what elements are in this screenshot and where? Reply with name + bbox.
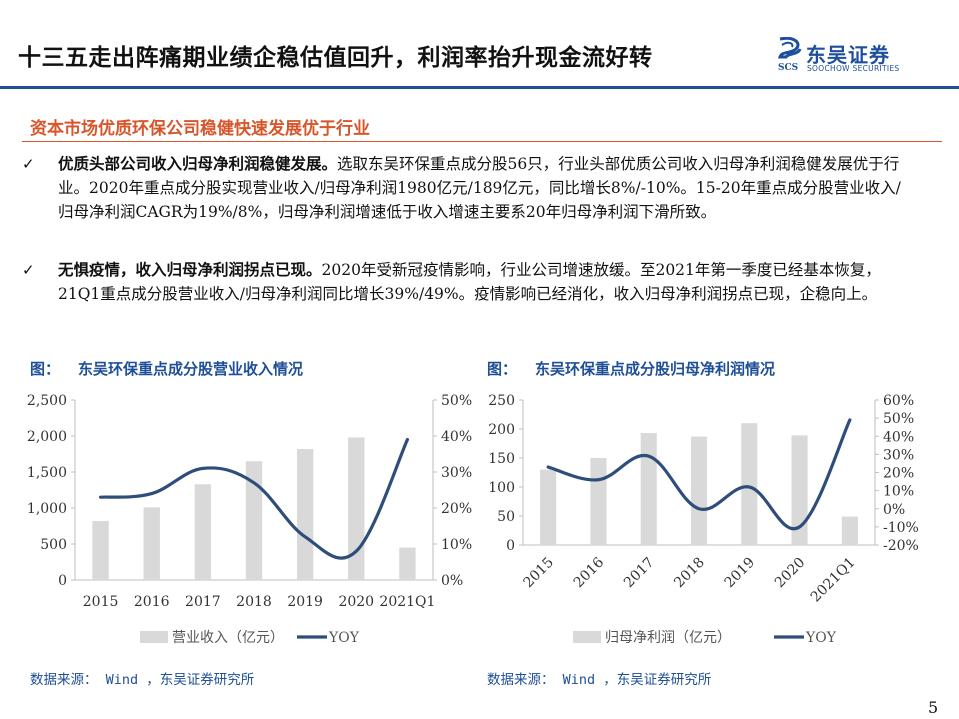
section-subheading: 资本市场优质环保公司稳健快速发展优于行业	[30, 119, 370, 139]
chart-bar	[245, 461, 263, 580]
yoy-line	[546, 418, 852, 531]
chart-bar	[590, 458, 607, 545]
bullet-lead: 优质头部公司收入归母净利润稳健发展。	[58, 155, 338, 173]
subheading-rule	[22, 141, 942, 142]
legend-bar-swatch	[573, 631, 601, 643]
x-tick-label: 2016	[134, 594, 170, 610]
x-tick-label: 2015	[520, 555, 557, 592]
logo-mark-icon: SCS	[777, 37, 802, 73]
bullet-lead: 无惧疫情，收入归母净利润拐点已现。	[58, 261, 322, 279]
bullet-body: 选取东吴环保重点成分股56只，行业头部优质公司收入归母净利润稳健发展优于行业。2…	[58, 155, 901, 221]
x-tick-label: 2017	[621, 555, 658, 592]
chart-bar	[92, 520, 109, 580]
x-tick-label: 2021Q1	[379, 594, 435, 610]
x-tick-label: 2018	[671, 555, 708, 592]
y-right-tick-label: 30%	[883, 447, 914, 463]
bullet-item: ✓ 无惧疫情，收入归母净利润拐点已现。2020年受新冠疫情影响，行业公司增速放缓…	[22, 258, 912, 306]
chart-bar	[841, 516, 858, 545]
logo-mark-text: SCS	[778, 63, 798, 73]
figure-caption: 东吴环保重点成分股营业收入情况	[78, 360, 304, 378]
y-left-tick-label: 150	[488, 451, 515, 467]
net-profit-chart: 0 50 100 150 200 250 -20% -10% 0% 10% 20% 30% 40% 50%…	[488, 393, 919, 646]
legend-line-label: YOY	[805, 630, 837, 646]
y-right-tick-label: -10%	[883, 520, 919, 536]
chart-bar	[791, 435, 808, 545]
x-tick-label: 2019	[722, 555, 759, 592]
y-left-tick-label: 1,000	[27, 501, 67, 517]
y-right-tick-label: 0%	[883, 502, 905, 518]
bullet-body: 2020年受新冠疫情影响，行业公司增速放缓。至2021年第一季度已经基本恢复，2…	[58, 261, 881, 303]
y-right-tick-label: -20%	[883, 538, 919, 554]
y-right-tick-label: 20%	[883, 466, 914, 482]
chart-bar	[296, 448, 314, 580]
x-tick-label: 2016	[571, 554, 608, 591]
y-left-tick-label: 0	[506, 538, 515, 554]
page-title: 十三五走出阵痛期业绩企稳估值回升，利润率抬升现金流好转	[18, 45, 653, 71]
x-tick-label: 2020	[338, 594, 374, 610]
figure-source-right: 数据来源： Wind ，东吴证券研究所	[487, 672, 712, 688]
chart-bar	[143, 507, 160, 580]
y-right-tick-label: 20%	[441, 501, 472, 517]
bullet-text: 无惧疫情，收入归母净利润拐点已现。2020年受新冠疫情影响，行业公司增速放缓。至…	[58, 258, 912, 306]
y-right-tick-label: 40%	[441, 429, 472, 445]
y-left-tick-label: 0	[58, 573, 67, 589]
figure-title-left: 图： 东吴环保重点成分股营业收入情况	[30, 358, 303, 379]
y-left-tick-label: 200	[488, 422, 515, 438]
chart-bar	[399, 547, 416, 580]
chart-bar	[690, 436, 708, 545]
checkmark-icon: ✓	[22, 261, 35, 279]
chart-bar	[348, 437, 365, 580]
logo-en-text: SOOCHOW SECURITIES	[807, 64, 900, 73]
bullet-item: ✓ 优质头部公司收入归母净利润稳健发展。选取东吴环保重点成分股56只，行业头部优…	[22, 152, 912, 224]
revenue-chart: 0 500 1,000 1,500 2,000 2,500 0% 10% 20% 30% 40% 50…	[27, 393, 472, 646]
y-left-tick-label: 2,500	[27, 393, 67, 409]
y-left-tick-label: 50	[497, 509, 515, 525]
y-right-tick-label: 40%	[883, 429, 914, 445]
page-number: 5	[928, 698, 939, 717]
chart-bar	[194, 484, 212, 580]
logo-cn-text: 东吴证券	[806, 43, 890, 67]
figure-label: 图：	[487, 360, 518, 378]
legend-bar-swatch	[140, 631, 168, 643]
header-rule	[0, 86, 959, 89]
y-right-tick-label: 50%	[441, 393, 472, 409]
y-right-tick-label: 10%	[441, 537, 472, 553]
figure-caption: 东吴环保重点成分股归母净利润情况	[535, 360, 776, 378]
x-tick-label: 2020	[772, 555, 809, 592]
chart-bar	[741, 423, 758, 545]
checkmark-icon: ✓	[22, 155, 35, 173]
x-tick-label: 2018	[236, 594, 272, 610]
x-tick-label: 2019	[287, 594, 323, 610]
y-left-tick-label: 1,500	[27, 465, 67, 481]
x-tick-label: 2015	[83, 594, 119, 610]
y-right-tick-label: 30%	[441, 465, 472, 481]
legend-line-label: YOY	[328, 630, 360, 646]
y-left-tick-label: 500	[40, 537, 67, 553]
y-left-tick-label: 250	[488, 393, 515, 409]
y-right-tick-label: 10%	[883, 484, 914, 500]
legend-bar-label: 营业收入（亿元）	[172, 630, 284, 646]
x-tick-label: 2021Q1	[808, 555, 859, 606]
figure-title-right: 图： 东吴环保重点成分股归母净利润情况	[487, 358, 775, 379]
figure-label: 图：	[30, 360, 61, 378]
legend-bar-label: 归母净利润（亿元）	[605, 629, 731, 646]
y-right-tick-label: 0%	[441, 573, 463, 589]
y-left-tick-label: 2,000	[27, 429, 67, 445]
x-tick-label: 2017	[185, 594, 221, 610]
y-right-tick-label: 50%	[883, 411, 914, 427]
company-logo: SCS 东吴证券 SOOCHOW SECURITIES	[776, 34, 926, 78]
y-left-tick-label: 100	[488, 480, 515, 496]
chart-bar	[540, 469, 557, 545]
chart-bar	[640, 433, 657, 545]
bullet-text: 优质头部公司收入归母净利润稳健发展。选取东吴环保重点成分股56只，行业头部优质公…	[58, 152, 912, 224]
figure-source-left: 数据来源： Wind ，东吴证券研究所	[30, 672, 255, 688]
y-right-tick-label: 60%	[883, 393, 914, 409]
